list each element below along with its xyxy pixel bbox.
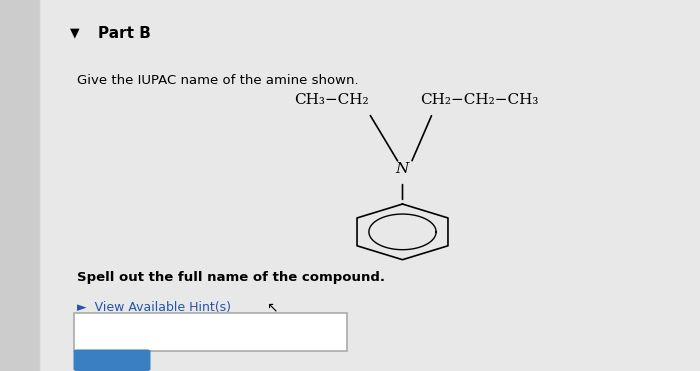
Text: CH₂−CH₂−CH₃: CH₂−CH₂−CH₃ xyxy=(420,93,538,107)
Text: Spell out the full name of the compound.: Spell out the full name of the compound. xyxy=(77,271,385,284)
Text: ▼: ▼ xyxy=(70,26,80,39)
Text: Submit: Submit xyxy=(87,354,137,367)
Text: ↖: ↖ xyxy=(266,301,278,315)
Text: Give the IUPAC name of the amine shown.: Give the IUPAC name of the amine shown. xyxy=(77,74,358,87)
Text: ►  View Available Hint(s): ► View Available Hint(s) xyxy=(77,301,231,313)
FancyBboxPatch shape xyxy=(74,313,346,351)
FancyBboxPatch shape xyxy=(74,349,150,371)
Text: Part B: Part B xyxy=(98,26,151,41)
Text: N: N xyxy=(395,162,409,176)
Text: CH₃−CH₂: CH₃−CH₂ xyxy=(294,93,369,107)
FancyBboxPatch shape xyxy=(0,0,38,371)
